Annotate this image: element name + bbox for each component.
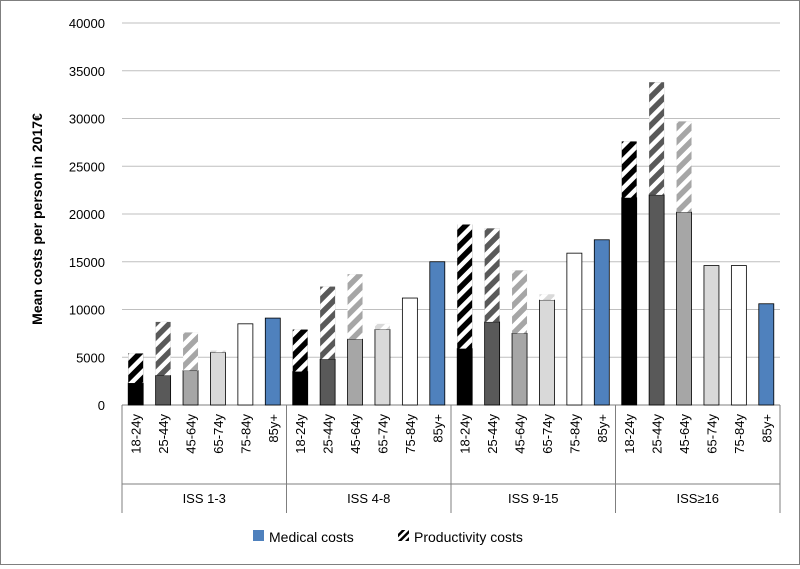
bar-medical-cost <box>182 370 199 406</box>
bar-productivity-hatch <box>649 82 665 195</box>
bar-medical-cost <box>347 338 363 406</box>
bar-productivity-hatch <box>512 270 528 334</box>
bar-medical-cost <box>511 332 528 406</box>
y-axis-title: Mean costs per person in 2017€ <box>29 113 45 325</box>
x-category-label: 75-84y <box>732 414 747 454</box>
x-group-label: ISS 4-8 <box>347 491 390 506</box>
bar-medical-cost <box>210 352 226 406</box>
x-category-label: 45-64y <box>677 414 692 454</box>
x-category-label: 45-64y <box>184 414 199 454</box>
bar-medical-cost <box>319 358 336 406</box>
bar-productivity-hatch <box>155 321 171 376</box>
x-category-label: 18-24y <box>622 414 637 454</box>
bar-productivity-hatch <box>183 332 199 371</box>
y-tick-label: 25000 <box>69 159 105 174</box>
legend-swatch-medical <box>253 530 264 541</box>
x-category-label: 85y+ <box>430 414 445 443</box>
bar-productivity-hatch <box>676 121 692 213</box>
bar-medical-cost <box>292 371 309 406</box>
x-category-label: 85y+ <box>759 414 774 443</box>
bar-productivity-hatch <box>621 141 637 198</box>
x-category-label: 18-24y <box>293 414 308 454</box>
y-tick-label: 10000 <box>69 303 105 318</box>
x-category-label: 85y+ <box>266 414 281 443</box>
y-tick-label: 15000 <box>69 255 105 270</box>
x-category-label: 65-74y <box>375 414 390 454</box>
x-category-label: 85y+ <box>595 414 610 443</box>
x-category-label: 45-64y <box>513 414 528 454</box>
y-tick-label: 0 <box>98 398 105 413</box>
bar-medical-cost <box>155 374 172 406</box>
x-group-label: ISS≥16 <box>676 491 719 506</box>
legend-swatch-productivity-hatch <box>398 530 409 541</box>
bar-medical-cost <box>621 197 638 406</box>
x-category-label: 25-44y <box>321 414 336 454</box>
bars <box>127 82 775 406</box>
legend-label-medical: Medical costs <box>269 529 354 545</box>
bar-productivity-hatch <box>320 286 336 360</box>
bar-productivity-hatch <box>457 224 473 349</box>
y-tick-label: 35000 <box>69 64 105 79</box>
y-tick-label: 40000 <box>69 16 105 31</box>
legend-label-productivity: Productivity costs <box>414 529 523 545</box>
y-axis-ticks: 0 5000 10000 15000 20000 25000 30000 35000 40000 <box>69 16 105 413</box>
bar-medical-cost <box>566 252 583 406</box>
bar-medical-cost <box>758 303 775 406</box>
y-tick-label: 20000 <box>69 207 105 222</box>
bar-medical-cost <box>648 194 665 406</box>
bar-medical-cost <box>456 348 473 406</box>
x-axis: 18-24y 25-44y 45-64y 65-74y 75-84y 85y+ ISS 1-… <box>121 405 781 513</box>
bar-productivity-hatch <box>128 353 144 384</box>
x-category-label: 25-44y <box>156 414 171 454</box>
bar-productivity-hatch <box>539 294 555 300</box>
x-category-label: 75-84y <box>238 414 253 454</box>
y-tick-label: 5000 <box>76 350 105 365</box>
x-category-label: 25-44y <box>650 414 665 454</box>
bar-medical-cost <box>237 323 254 406</box>
bar-medical-cost <box>374 329 391 406</box>
x-category-label: 65-74y <box>704 414 719 454</box>
x-category-label: 18-24y <box>129 414 144 454</box>
bar-medical-cost <box>703 265 720 406</box>
x-category-label: 75-84y <box>567 414 582 454</box>
bar-productivity-hatch <box>210 350 226 353</box>
bar-medical-cost <box>593 239 610 406</box>
bar-medical-cost <box>264 317 281 406</box>
bar-productivity-hatch <box>292 329 308 372</box>
bar-productivity-hatch <box>484 228 500 322</box>
x-group-label: ISS 9-15 <box>508 491 559 506</box>
x-category-label: 25-44y <box>485 414 500 454</box>
bar-medical-cost <box>730 265 747 406</box>
bar-medical-cost <box>484 321 501 406</box>
bar-productivity-hatch <box>347 274 363 340</box>
x-category-label: 18-24y <box>458 414 473 454</box>
bar-medical-cost <box>676 211 692 406</box>
bar-medical-cost <box>429 261 446 406</box>
legend: Medical costs Productivity costs <box>253 529 523 545</box>
bar-medical-cost <box>539 299 555 406</box>
bar-productivity-hatch <box>374 323 390 330</box>
x-category-label: 65-74y <box>540 414 555 454</box>
y-tick-label: 30000 <box>69 112 105 127</box>
x-category-label: 45-64y <box>348 414 363 454</box>
bar-medical-cost <box>127 382 144 406</box>
gridlines <box>122 22 780 406</box>
x-group-label: ISS 1-3 <box>183 491 226 506</box>
x-category-label: 65-74y <box>211 414 226 454</box>
x-category-label: 75-84y <box>403 414 418 454</box>
bar-medical-cost <box>401 297 418 406</box>
